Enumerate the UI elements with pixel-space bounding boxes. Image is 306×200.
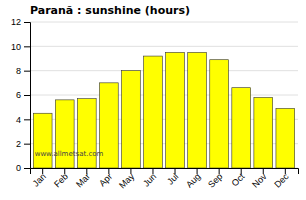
tick: Apr [97,168,114,188]
axis-line [31,169,299,175]
tick: Dec [272,168,291,190]
tick: Nov [250,168,269,190]
x-axis: JanFebMar AprMay Jun Jul AugSep OctNovDec [31,168,299,190]
chart: 0 2 4 6 8 10 12 JanFebMar AprMay Jun Jul AugSep OctN… [0,0,306,200]
tick: 8 [16,66,30,76]
bar [166,52,185,168]
tick: Jul [165,168,180,187]
tick-label: Jun [141,171,158,188]
tick-mark [24,71,30,72]
tick: Mar [74,168,92,189]
tick: 10 [11,42,30,52]
grid-line [30,70,298,71]
tick: 4 [16,115,30,125]
grid [30,22,298,168]
tick: 0 [16,163,30,173]
tick: Oct [230,168,247,188]
tick-mark [24,144,30,145]
tick-label: Feb [52,171,70,189]
tick: Sep [206,168,224,190]
tick-label: 2 [16,139,21,149]
plot: 0 2 4 6 8 10 12 JanFebMar AprMay Jun Jul AugSep OctN… [11,17,299,190]
bar [254,97,273,168]
tick-mark [24,119,30,120]
tick: 2 [16,139,30,149]
bar [232,88,251,168]
tick-mark [24,46,30,47]
bar [122,71,141,168]
tick: May [117,168,136,190]
tick-mark [24,22,30,23]
tick-label: Nov [250,171,269,190]
tick-label: Dec [272,171,291,190]
tick-label: Apr [97,171,114,188]
tick: Jan [31,168,48,189]
grid-line [30,95,298,96]
bar [144,56,163,168]
tick: Jun [141,168,158,189]
tick: Aug [184,168,202,190]
tick-label: May [117,171,136,190]
bar [188,52,207,168]
tick: 12 [11,17,30,27]
axis-line [24,23,31,169]
annotation: www.allmetsat.com [35,150,104,158]
tick-label: Sep [206,171,224,189]
tick-mark [24,168,30,169]
grid-line [30,46,298,47]
tick-label: 12 [11,17,21,27]
tick-label: 0 [16,163,21,173]
bar [33,113,52,168]
tick-label: Oct [230,171,247,188]
tick-label: Jan [31,171,48,188]
tick-label: Jul [165,171,180,186]
tick-label: Mar [74,171,92,189]
y-axis: 0 2 4 6 8 10 12 [11,17,31,173]
tick: Feb [52,168,70,189]
tick-label: 4 [16,115,21,125]
bars [33,52,294,168]
tick-label: Aug [184,171,202,189]
tick-label: 6 [16,90,21,100]
bar [210,60,229,168]
tick-mark [24,95,30,96]
bar [276,108,295,168]
title: Paranã : sunshine (hours) [30,4,190,17]
tick-label: 8 [16,66,21,76]
tick: 6 [16,90,30,100]
grid-line [30,22,298,23]
tick-label: 10 [11,42,21,52]
